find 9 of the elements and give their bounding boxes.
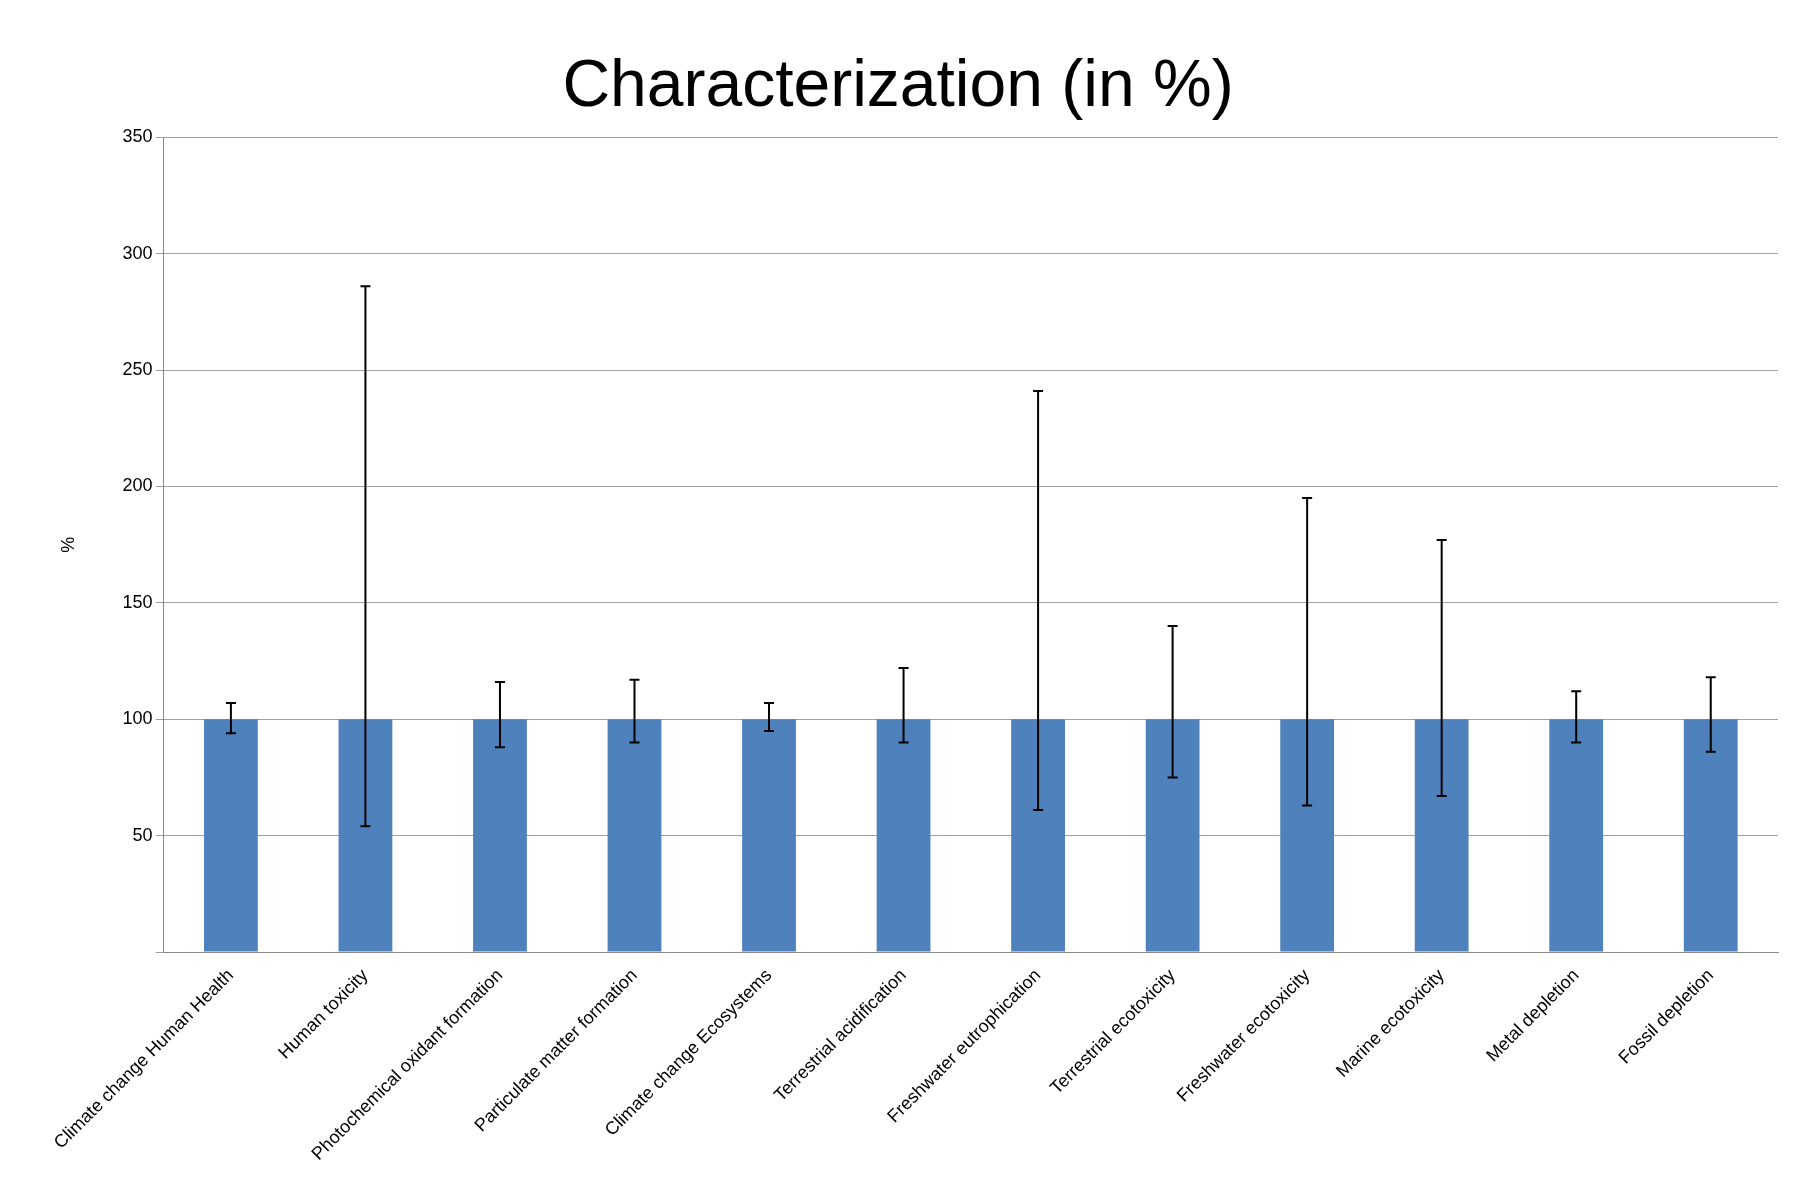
y-tick-label: 250 <box>122 358 153 379</box>
y-tick-label: 100 <box>122 708 153 729</box>
y-axis-title: % <box>57 536 78 553</box>
y-tick-label: 50 <box>132 824 153 845</box>
y-tick-label: 300 <box>122 242 153 263</box>
y-tick-label: 200 <box>122 475 153 496</box>
y-tick-label: 150 <box>122 591 153 612</box>
chart-title: Characterization (in %) <box>562 45 1234 120</box>
y-tick-label: 350 <box>122 126 153 147</box>
